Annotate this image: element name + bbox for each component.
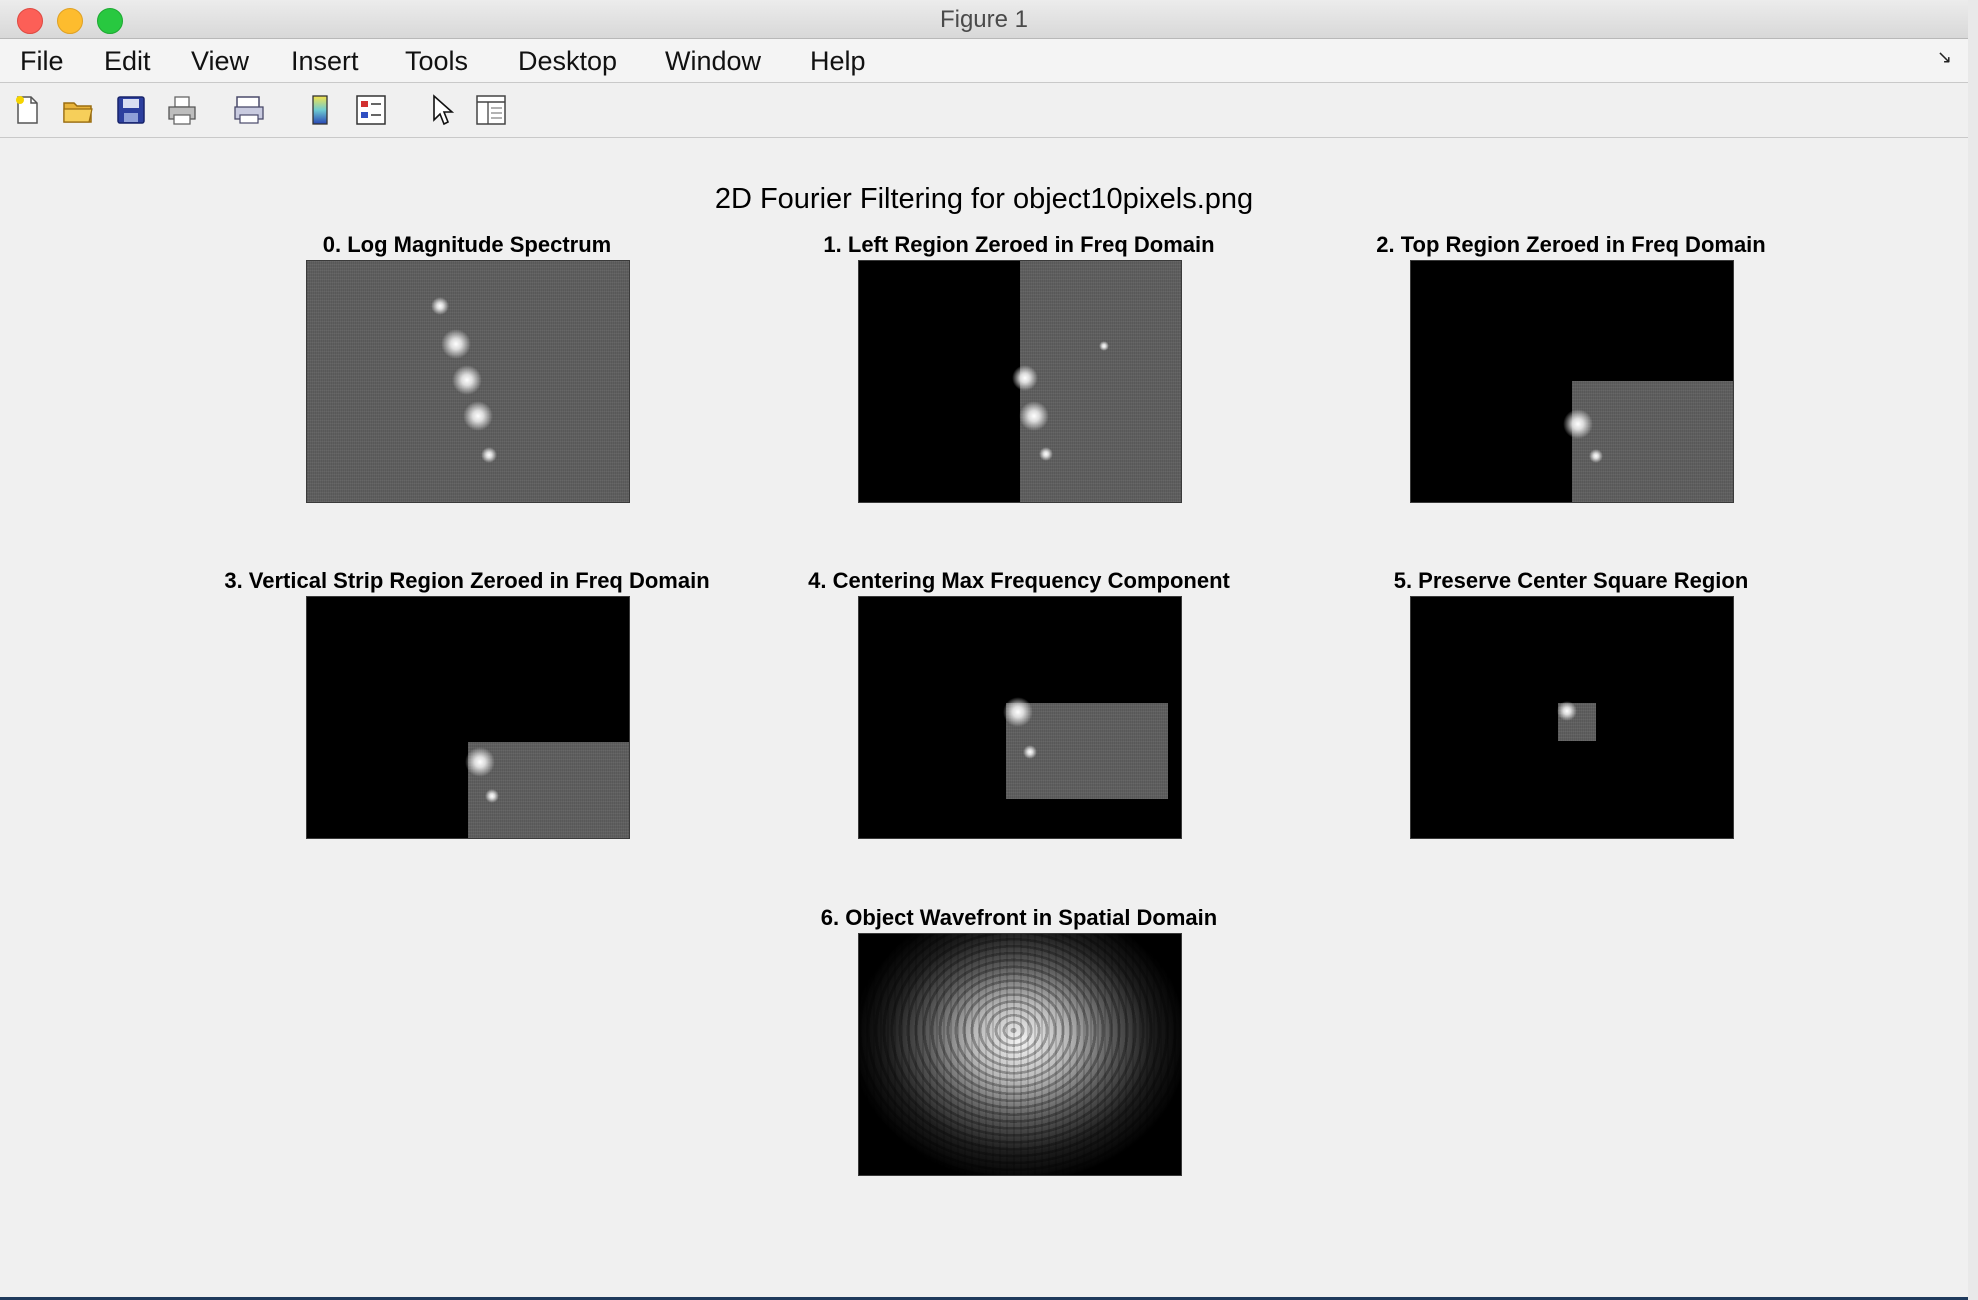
new-figure-icon[interactable] [10, 93, 44, 127]
maximize-window-button[interactable] [97, 8, 123, 34]
window-title: Figure 1 [939, 6, 1029, 33]
panel-6-title: 6. Object Wavefront in Spatial Domain [820, 905, 1218, 930]
open-file-icon[interactable] [61, 93, 95, 127]
menu-edit[interactable]: Edit [104, 46, 151, 76]
panel-5-image [1410, 596, 1734, 839]
pointer-icon[interactable] [425, 93, 459, 127]
menu-view[interactable]: View [191, 46, 250, 76]
panel-2-image [1410, 260, 1734, 503]
dock-arrow-icon[interactable]: ↘ [1936, 47, 1952, 67]
save-icon[interactable] [114, 93, 148, 127]
panel-4-title: 4. Centering Max Frequency Component [808, 568, 1230, 593]
panel-2-title: 2. Top Region Zeroed in Freq Domain [1376, 232, 1766, 257]
figure-suptitle: 2D Fourier Filtering for object10pixels.… [714, 183, 1254, 215]
legend-icon[interactable] [354, 93, 388, 127]
menu-desktop[interactable]: Desktop [518, 46, 618, 76]
minimize-window-button[interactable] [57, 8, 83, 34]
property-inspector-icon[interactable] [474, 93, 508, 127]
panel-1-title: 1. Left Region Zeroed in Freq Domain [823, 232, 1215, 257]
print-icon[interactable] [165, 93, 199, 127]
menu-tools[interactable]: Tools [405, 46, 469, 76]
menu-window[interactable]: Window [665, 46, 762, 76]
panel-0-image [306, 260, 630, 503]
menu-help[interactable]: Help [810, 46, 866, 76]
close-window-button[interactable] [17, 8, 43, 34]
title-bar: Figure 1 [0, 0, 1968, 39]
background-window-edge [1968, 0, 1978, 1300]
panel-1-image [858, 260, 1182, 503]
colorbar-icon[interactable] [303, 93, 337, 127]
panel-3-title: 3. Vertical Strip Region Zeroed in Freq … [224, 568, 710, 593]
menu-file[interactable]: File [20, 46, 64, 76]
panel-5-title: 5. Preserve Center Square Region [1393, 568, 1749, 593]
menu-bar: File Edit View Insert Tools Desktop Wind… [0, 39, 1968, 83]
panel-4-image [858, 596, 1182, 839]
menu-insert[interactable]: Insert [291, 46, 359, 76]
print-preview-icon[interactable] [232, 93, 266, 127]
figure-toolbar [0, 83, 1968, 138]
panel-6-image [858, 933, 1182, 1176]
panel-3-image [306, 596, 630, 839]
panel-0-title: 0. Log Magnitude Spectrum [322, 232, 612, 257]
